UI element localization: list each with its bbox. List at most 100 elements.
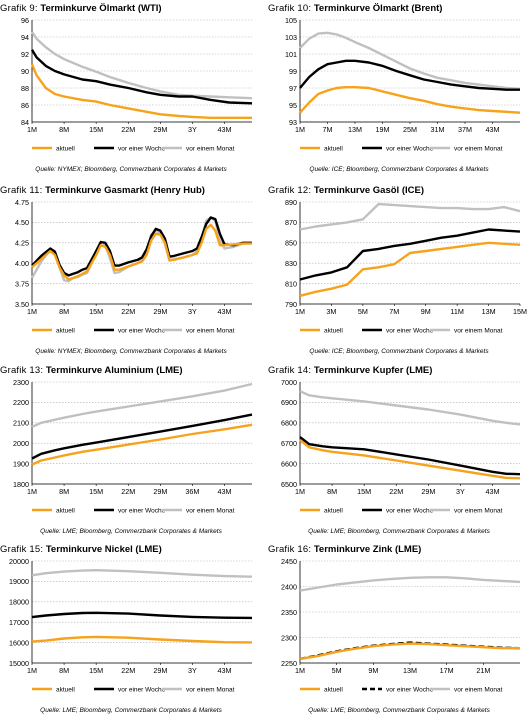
y-tick-label: 2400: [281, 582, 297, 591]
chart-number: Grafik 9:: [0, 3, 38, 14]
series-line-aktuell: [299, 642, 520, 661]
x-tick-label: 3Y: [188, 307, 197, 316]
series-line-aktuell: [31, 423, 253, 466]
y-tick-label: 16000: [9, 638, 29, 647]
chart-source: Quelle: LME; Bloomberg, Commerzbank Corp…: [308, 528, 490, 535]
x-tick-label: 15M: [89, 487, 103, 496]
y-tick-label: 4.00: [15, 259, 29, 268]
x-tick-label: 3Y: [188, 666, 197, 675]
line-chart: 6500 6600 6700 6800 6900 7000 1M 8M 15M 22M 29M 3Y 4…: [281, 378, 521, 515]
x-tick-label: 36M: [185, 487, 199, 496]
chart-number: Grafik 15:: [0, 544, 44, 555]
x-tick-label: 43M: [218, 487, 232, 496]
x-tick-label: 1M: [27, 487, 37, 496]
series-line-woche: [299, 641, 521, 661]
series-line-woche: [299, 436, 521, 476]
chart-panel: Grafik 13: Terminkurve Aluminium (LME) 18…: [0, 362, 262, 542]
x-tick-label: 1M: [295, 666, 305, 675]
legend-label-monat: vor einem Monat: [186, 687, 235, 694]
series-line-monat: [31, 569, 253, 578]
x-tick-label: 1M: [27, 666, 37, 675]
y-tick-label: 84: [21, 118, 29, 127]
y-tick-label: 86: [21, 101, 29, 110]
legend-label-aktuell: aktuell: [324, 687, 343, 694]
x-tick-label: 29M: [153, 666, 167, 675]
chart-source: Quelle: LME; Bloomberg, Commerzbank Corp…: [308, 707, 490, 714]
y-tick-label: 95: [289, 101, 297, 110]
y-tick-label: 99: [289, 67, 297, 76]
chart-number: Grafik 11:: [0, 185, 43, 196]
x-tick-label: 22M: [121, 487, 135, 496]
x-tick-label: 3Y: [188, 125, 197, 134]
y-tick-label: 96: [21, 16, 29, 25]
chart-title: Grafik 10: Terminkurve Ölmarkt (Brent): [268, 3, 442, 14]
legend-label-aktuell: aktuell: [56, 328, 75, 335]
y-tick-label: 18000: [9, 598, 29, 607]
y-tick-label: 101: [285, 50, 297, 59]
legend-label-aktuell: aktuell: [56, 687, 75, 694]
chart-number: Grafik 13:: [0, 365, 44, 376]
y-tick-label: 2300: [13, 378, 29, 387]
chart-number: Grafik 16:: [268, 544, 312, 555]
legend-label-monat: vor einem Monat: [454, 146, 503, 153]
legend-label-woche: vor einer Woche: [386, 146, 434, 153]
y-tick-label: 4.50: [15, 218, 29, 227]
y-tick-label: 2300: [281, 633, 297, 642]
chart-title-text: Terminkurve Ölmarkt (Brent): [311, 3, 443, 14]
chart-number: Grafik 12:: [268, 185, 312, 196]
x-tick-label: 43M: [218, 125, 232, 134]
x-tick-label: 9M: [368, 666, 378, 675]
x-tick-label: 7M: [389, 307, 399, 316]
y-tick-label: 90: [21, 67, 29, 76]
y-tick-label: 870: [285, 218, 297, 227]
y-tick-label: 93: [289, 118, 297, 127]
y-tick-label: 2450: [281, 557, 297, 566]
series-line-monat: [299, 576, 521, 592]
chart-title-text: Terminkurve Kupfer (LME): [311, 365, 433, 376]
x-tick-label: 29M: [421, 487, 435, 496]
legend-label-woche: vor einer Woche: [118, 687, 166, 694]
y-tick-label: 97: [289, 84, 297, 93]
x-tick-label: 43M: [486, 125, 500, 134]
chart-number: Grafik 14:: [268, 365, 312, 376]
x-tick-label: 8M: [327, 487, 337, 496]
legend-label-monat: vor einem Monat: [454, 687, 503, 694]
line-chart: 93 95 97 99 101 103 105 1M 7M 13M 19M 25M 31M 37M 43M a…: [285, 16, 521, 153]
y-tick-label: 94: [21, 33, 29, 42]
legend-label-woche: vor einer Woche: [386, 508, 434, 515]
series-line-woche: [31, 413, 253, 460]
x-tick-label: 43M: [486, 487, 500, 496]
series-line-aktuell: [299, 439, 521, 480]
legend-label-aktuell: aktuell: [56, 146, 75, 153]
chart-source: Quelle: ICE; Bloomberg, Commerzbank Corp…: [309, 166, 489, 173]
y-tick-label: 6900: [281, 398, 297, 407]
chart-title: Grafik 14: Terminkurve Kupfer (LME): [268, 365, 432, 376]
legend-label-woche: vor einer Woche: [118, 508, 166, 515]
y-tick-label: 3.50: [15, 300, 29, 309]
y-tick-label: 4.75: [15, 198, 29, 207]
legend-label-woche: vor einer Woche: [118, 146, 166, 153]
y-tick-label: 3.75: [15, 279, 29, 288]
legend-label-aktuell: aktuell: [324, 508, 343, 515]
chart-title-text: Terminkurve Gasöl (ICE): [311, 185, 424, 196]
x-tick-label: 31M: [431, 125, 445, 134]
legend-label-monat: vor einem Monat: [186, 328, 235, 335]
y-tick-label: 2250: [281, 659, 297, 668]
line-chart: 790 810 830 850 870 890 1M 3M 5M 7M 9M 11M 13M 15M akt…: [285, 198, 527, 335]
chart-panel: Grafik 12: Terminkurve Gasöl (ICE) 790 810…: [268, 182, 530, 362]
x-tick-label: 15M: [89, 307, 103, 316]
y-tick-label: 103: [285, 33, 297, 42]
x-tick-label: 29M: [153, 307, 167, 316]
y-tick-label: 2350: [281, 608, 297, 617]
series-line-monat: [31, 382, 253, 428]
x-tick-label: 21M: [476, 666, 490, 675]
x-tick-label: 11M: [450, 307, 463, 316]
y-tick-label: 1800: [13, 480, 29, 489]
series-line-monat: [31, 31, 253, 100]
y-tick-label: 17000: [9, 618, 29, 627]
x-tick-label: 8M: [59, 487, 69, 496]
series-line-woche: [31, 216, 252, 277]
x-tick-label: 17M: [440, 666, 454, 675]
series-line-aktuell: [31, 635, 253, 644]
y-tick-label: 2100: [13, 419, 29, 428]
